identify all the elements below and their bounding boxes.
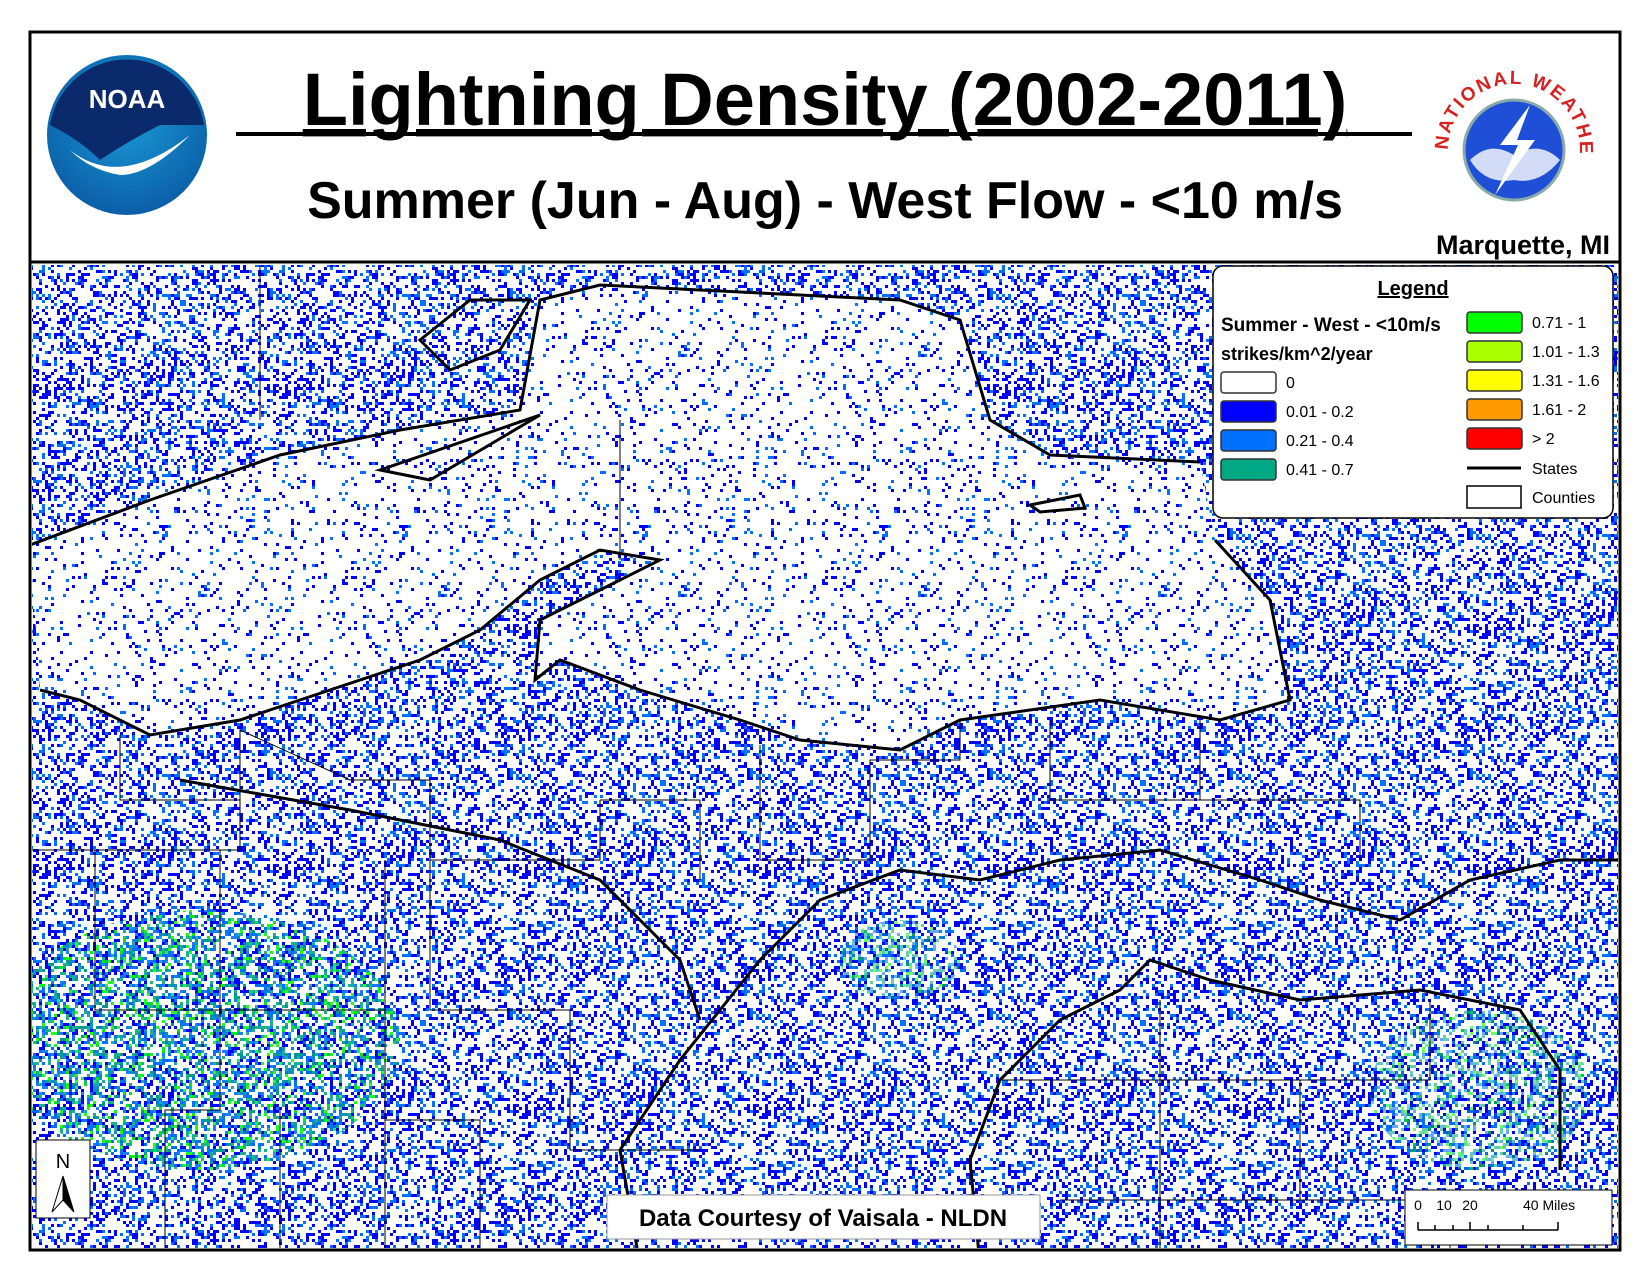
density-high [1370,1010,1590,1170]
credit-box [606,1194,1041,1240]
scale-bar-box [1404,1189,1613,1246]
legend-label: 0.21 - 0.4 [1286,433,1354,450]
legend-states: States [1532,461,1577,478]
legend-label: 0.01 - 0.2 [1286,404,1354,421]
legend-swatch [1466,398,1523,421]
header-box [28,30,1622,264]
office: Marquette, MI [1436,230,1610,260]
legend-counties: Counties [1532,490,1595,507]
legend-label: 1.61 - 2 [1532,402,1586,419]
legend-swatch [1220,400,1277,423]
noaa-logo: NOAA [47,55,207,215]
legend-swatch [1220,458,1277,481]
legend-swatch [1220,371,1277,394]
scale-bar-label: 0 [1414,1197,1422,1213]
legend-swatch [1466,369,1523,392]
credit: Data Courtesy of Vaisala - NLDN [639,1205,1007,1232]
nws-logo-inner [1462,98,1566,202]
scale-bar-label: 20 [1462,1197,1478,1213]
nws-logo-bolt [1495,105,1535,195]
scale-bar-ticks [1417,1222,1559,1231]
scale-bar-label: 10 [1436,1197,1452,1213]
scale-bar-label: 40 Miles [1523,1197,1575,1213]
north-arrow-right [62,1175,75,1213]
legend-label: 0 [1286,375,1295,392]
legend-swatch [1466,340,1523,363]
legend-counties-swatch [1466,485,1522,509]
subtitle: Summer (Jun - Aug) - West Flow - <10 m/s [307,172,1343,230]
noaa-logo-bird [70,135,190,175]
legend-title: Legend [1377,278,1448,300]
legend-label: 0.71 - 1 [1532,315,1586,332]
legend: Legend Summer - West - <10m/s strikes/km… [1212,265,1614,519]
legend-label: > 2 [1532,431,1555,448]
legend-label: 1.31 - 1.6 [1532,373,1600,390]
legend-swatch [1466,311,1523,334]
noaa-logo-text: NOAA [89,84,166,114]
legend-label: 1.01 - 1.3 [1532,344,1600,361]
density-high [32,910,400,1170]
noaa-logo-upper [50,59,204,161]
county-lines [32,265,1451,1248]
legend-swatch [1466,427,1523,450]
density-high [840,920,960,1000]
north-arrow: N [35,1139,91,1219]
legend-label: 0.41 - 0.7 [1286,462,1354,479]
legend-swatch [1220,429,1277,452]
lake-superior-density [32,285,1290,750]
scale-bar: 0 10 20 40 Miles [1404,1189,1613,1246]
legend-subtitle: Summer - West - <10m/s [1221,315,1441,336]
north-arrow-label: N [56,1151,70,1173]
title: Lightning Density (2002-2011) [303,58,1348,141]
legend-units: strikes/km^2/year [1221,344,1373,364]
